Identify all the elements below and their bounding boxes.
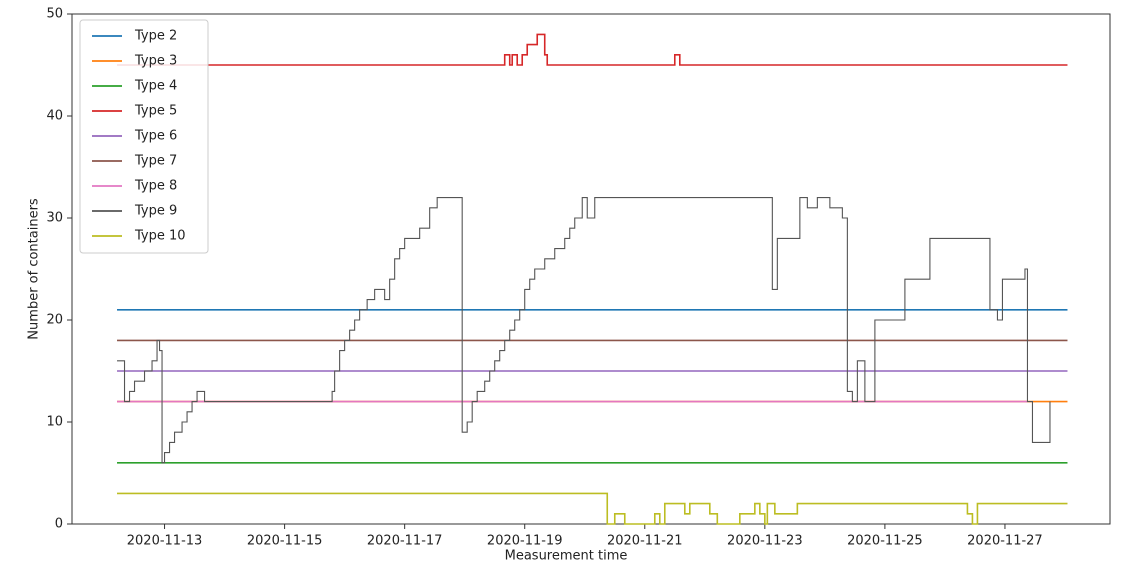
legend-label: Type 9 bbox=[134, 204, 177, 219]
legend-label: Type 10 bbox=[134, 229, 186, 244]
legend-label: Type 2 bbox=[134, 29, 177, 44]
series-line bbox=[117, 33, 1068, 66]
x-tick-label: 2020-11-17 bbox=[367, 534, 443, 549]
series-line bbox=[117, 197, 1051, 464]
x-axis-label: Measurement time bbox=[505, 549, 628, 564]
y-tick-label: 0 bbox=[55, 517, 63, 532]
legend-label: Type 5 bbox=[134, 104, 177, 119]
plot-frame bbox=[71, 13, 1111, 525]
legend-label: Type 6 bbox=[134, 129, 177, 144]
y-axis-label: Number of containers bbox=[27, 198, 42, 340]
y-tick-label: 50 bbox=[46, 7, 63, 22]
legend-label: Type 4 bbox=[134, 79, 177, 94]
legend-label: Type 8 bbox=[134, 179, 177, 194]
legend-box bbox=[79, 19, 209, 254]
x-tick-label: 2020-11-13 bbox=[127, 534, 203, 549]
x-tick-label: 2020-11-21 bbox=[607, 534, 683, 549]
y-tick-label: 10 bbox=[46, 415, 63, 430]
y-tick-label: 40 bbox=[46, 109, 63, 124]
x-tick-label: 2020-11-25 bbox=[847, 534, 923, 549]
legend-label: Type 7 bbox=[134, 154, 177, 169]
x-tick-label: 2020-11-15 bbox=[247, 534, 323, 549]
x-tick-label: 2020-11-23 bbox=[727, 534, 803, 549]
y-tick-label: 30 bbox=[46, 211, 63, 226]
legend: Type 2 Type 3 Type 4 Type 5 Type 6 Type 7 Type… bbox=[79, 19, 209, 254]
x-tick-label: 2020-11-19 bbox=[487, 534, 563, 549]
legend-label: Type 3 bbox=[134, 54, 177, 69]
series-line bbox=[117, 492, 1068, 525]
x-tick-label: 2020-11-27 bbox=[967, 534, 1043, 549]
y-tick-label: 20 bbox=[46, 313, 63, 328]
